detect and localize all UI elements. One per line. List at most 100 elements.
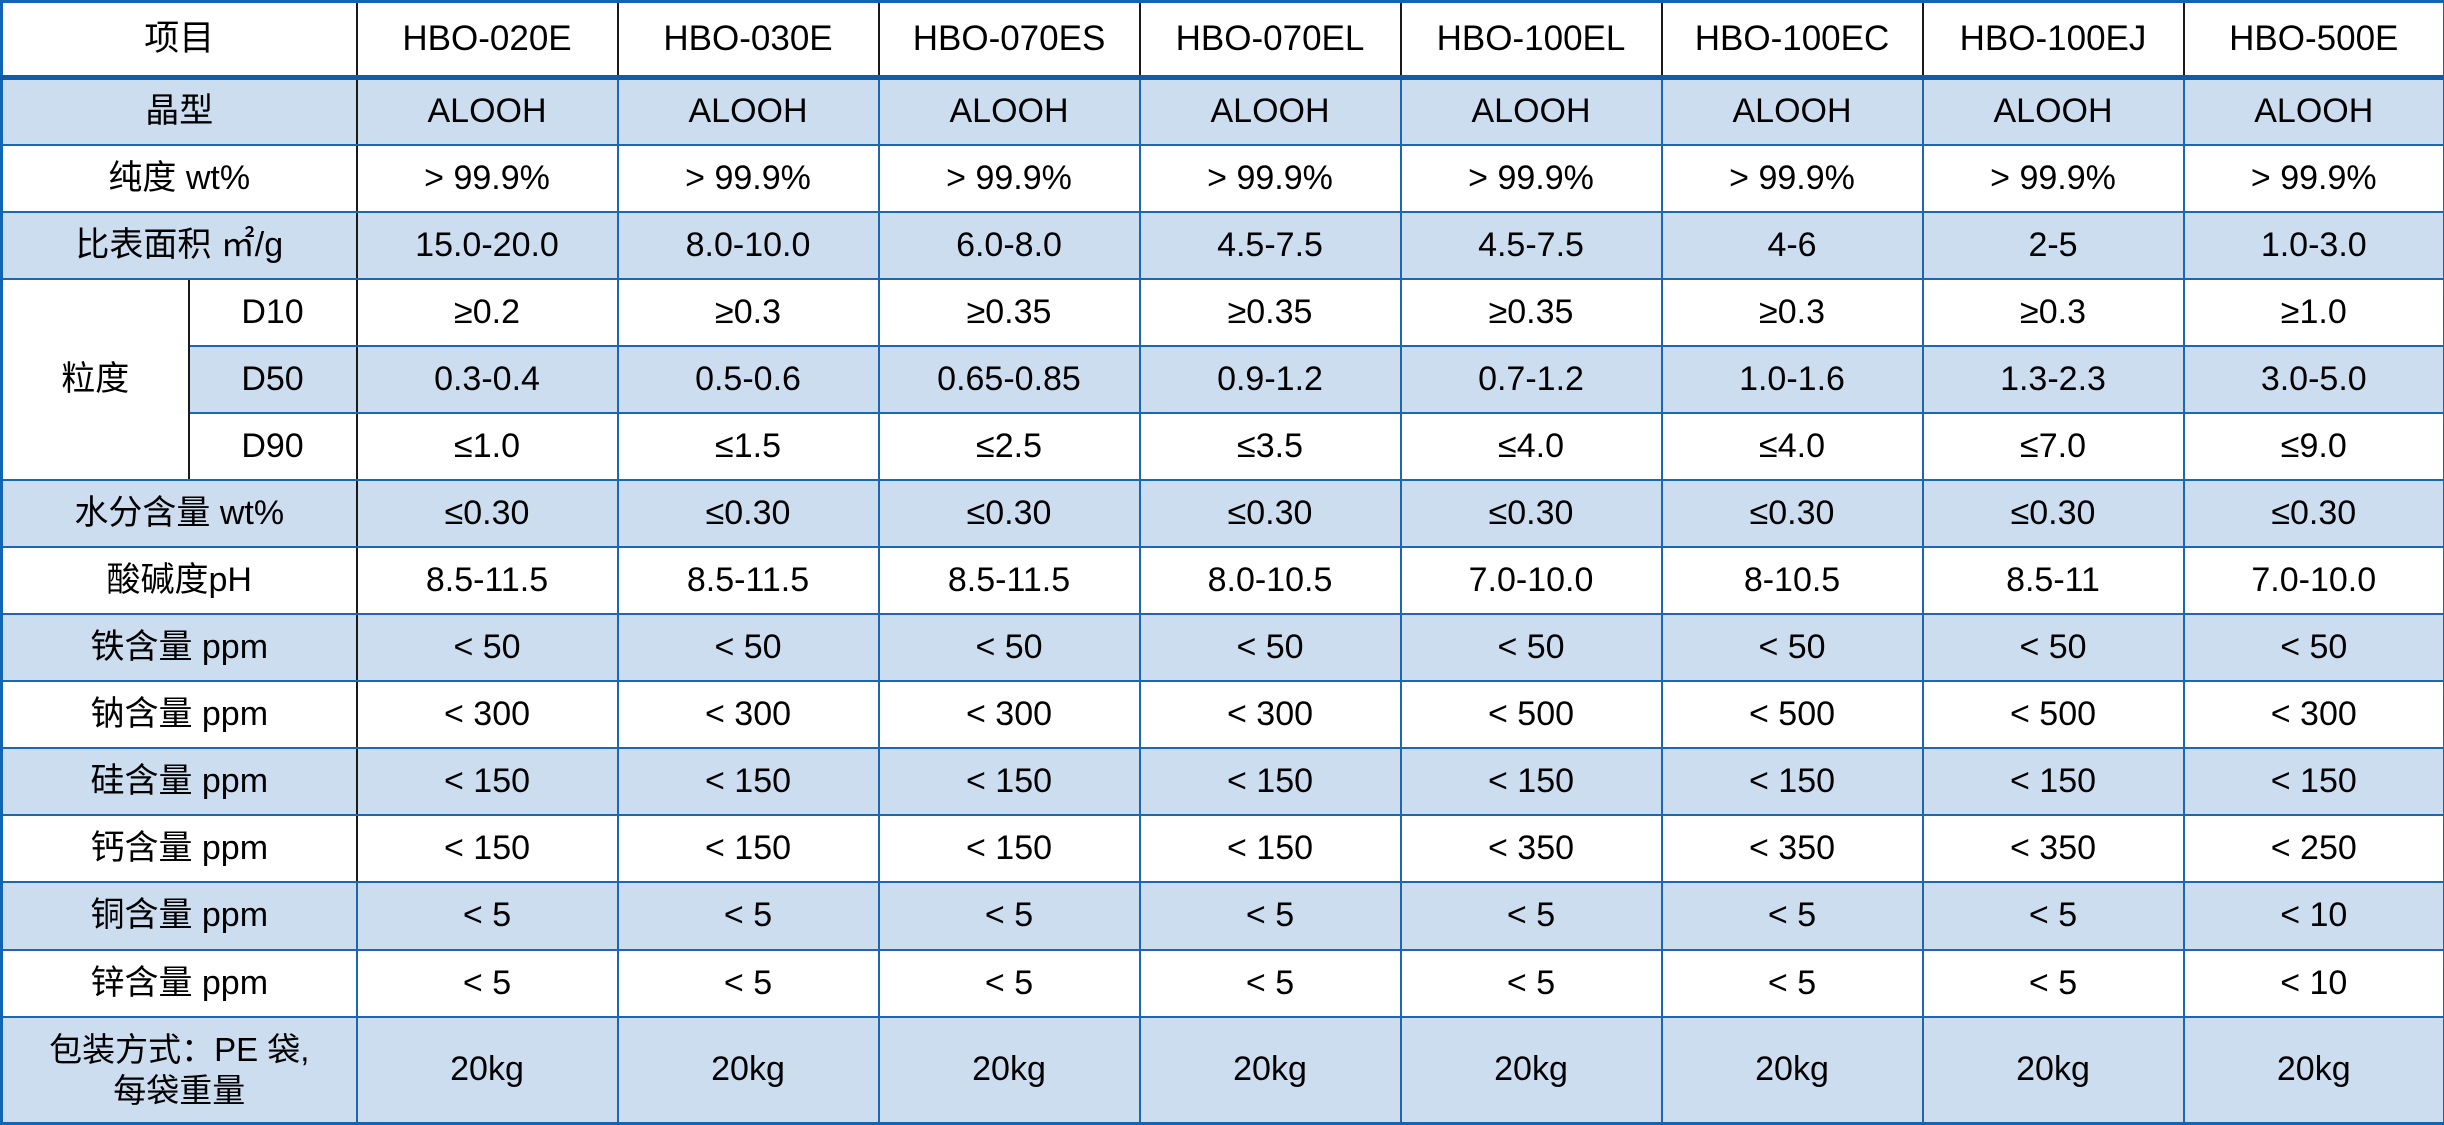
- value-cell: < 5: [616, 881, 880, 951]
- row-label: 硅含量 ppm: [0, 747, 358, 817]
- subrow-label: D50: [187, 344, 358, 414]
- value-cell: ≤1.0: [355, 411, 619, 481]
- table-row-purity: 纯度 wt% > 99.9% > 99.9% > 99.9% > 99.9% >…: [0, 143, 2444, 213]
- value-cell: ≥1.0: [2182, 277, 2444, 347]
- value-cell: < 5: [877, 948, 1141, 1018]
- table-row-copper: 铜含量 ppm < 5 < 5 < 5 < 5 < 5 < 5 < 5 < 10: [0, 881, 2444, 951]
- value-cell: ≤0.30: [877, 478, 1141, 549]
- value-cell: < 150: [1138, 814, 1402, 884]
- value-cell: < 150: [1138, 747, 1402, 817]
- value-cell: < 5: [1921, 881, 2185, 951]
- value-cell: < 5: [877, 881, 1141, 951]
- value-cell: < 150: [877, 747, 1141, 817]
- value-cell: 1.0-1.6: [1660, 344, 1924, 414]
- value-cell: < 50: [616, 613, 880, 683]
- value-cell: < 5: [1399, 948, 1663, 1018]
- value-cell: ALOOH: [1921, 76, 2185, 146]
- column-header: HBO-030E: [616, 0, 880, 80]
- value-cell: 20kg: [1399, 1015, 1663, 1125]
- value-cell: 2-5: [1921, 210, 2185, 280]
- value-cell: < 500: [1660, 680, 1924, 750]
- value-cell: 4.5-7.5: [1138, 210, 1402, 280]
- value-cell: ≥0.35: [877, 277, 1141, 347]
- value-cell: ≤3.5: [1138, 411, 1402, 481]
- value-cell: < 150: [1399, 747, 1663, 817]
- value-cell: 8.5-11.5: [877, 546, 1141, 616]
- value-cell: ≤0.30: [2182, 478, 2444, 549]
- value-cell: < 50: [355, 613, 619, 683]
- row-label: 锌含量 ppm: [0, 948, 358, 1018]
- value-cell: 4.5-7.5: [1399, 210, 1663, 280]
- value-cell: ≥0.35: [1138, 277, 1402, 347]
- row-label: 晶型: [0, 76, 358, 146]
- value-cell: 20kg: [877, 1015, 1141, 1125]
- value-cell: > 99.9%: [1138, 143, 1402, 213]
- value-cell: ≤0.30: [1399, 478, 1663, 549]
- value-cell: < 50: [877, 613, 1141, 683]
- value-cell: < 5: [1399, 881, 1663, 951]
- table-row-zinc: 锌含量 ppm < 5 < 5 < 5 < 5 < 5 < 5 < 5 < 10: [0, 948, 2444, 1018]
- value-cell: < 150: [2182, 747, 2444, 817]
- subrow-label: D10: [187, 277, 358, 347]
- value-cell: > 99.9%: [616, 143, 880, 213]
- value-cell: 20kg: [2182, 1015, 2444, 1125]
- column-header: HBO-500E: [2182, 0, 2444, 80]
- value-cell: 1.3-2.3: [1921, 344, 2185, 414]
- value-cell: < 150: [355, 747, 619, 817]
- value-cell: ≤0.30: [1138, 478, 1402, 549]
- value-cell: 1.0-3.0: [2182, 210, 2444, 280]
- value-cell: < 5: [355, 881, 619, 951]
- value-cell: < 5: [355, 948, 619, 1018]
- value-cell: < 5: [616, 948, 880, 1018]
- value-cell: ≥0.3: [1921, 277, 2185, 347]
- value-cell: 8.5-11: [1921, 546, 2185, 616]
- column-header: HBO-070EL: [1138, 0, 1402, 80]
- value-cell: ≥0.35: [1399, 277, 1663, 347]
- value-cell: < 350: [1399, 814, 1663, 884]
- value-cell: < 50: [1399, 613, 1663, 683]
- value-cell: ALOOH: [877, 76, 1141, 146]
- value-cell: 20kg: [1921, 1015, 2185, 1125]
- table-row-silicon: 硅含量 ppm < 150 < 150 < 150 < 150 < 150 < …: [0, 747, 2444, 817]
- value-cell: < 50: [1921, 613, 2185, 683]
- value-cell: ≥0.3: [616, 277, 880, 347]
- value-cell: < 300: [616, 680, 880, 750]
- value-cell: ≤1.5: [616, 411, 880, 481]
- value-cell: ≥0.3: [1660, 277, 1924, 347]
- value-cell: < 10: [2182, 881, 2444, 951]
- value-cell: > 99.9%: [877, 143, 1141, 213]
- value-cell: < 500: [1921, 680, 2185, 750]
- value-cell: 0.5-0.6: [616, 344, 880, 414]
- value-cell: 20kg: [616, 1015, 880, 1125]
- value-cell: ≤0.30: [1660, 478, 1924, 549]
- value-cell: < 350: [1660, 814, 1924, 884]
- value-cell: ≤2.5: [877, 411, 1141, 481]
- column-header: HBO-070ES: [877, 0, 1141, 80]
- value-cell: ≥0.2: [355, 277, 619, 347]
- value-cell: ALOOH: [2182, 76, 2444, 146]
- value-cell: 8.5-11.5: [616, 546, 880, 616]
- column-header: HBO-100EJ: [1921, 0, 2185, 80]
- value-cell: < 50: [1138, 613, 1402, 683]
- table-row-surface-area: 比表面积 ㎡/g 15.0-20.0 8.0-10.0 6.0-8.0 4.5-…: [0, 210, 2444, 280]
- column-header: HBO-100EL: [1399, 0, 1663, 80]
- column-header: HBO-020E: [355, 0, 619, 80]
- value-cell: 0.3-0.4: [355, 344, 619, 414]
- table-row-ph: 酸碱度pH 8.5-11.5 8.5-11.5 8.5-11.5 8.0-10.…: [0, 546, 2444, 616]
- column-header: HBO-100EC: [1660, 0, 1924, 80]
- value-cell: < 5: [1660, 948, 1924, 1018]
- value-cell: > 99.9%: [1921, 143, 2185, 213]
- packaging-label: 包装方式：PE 袋, 每袋重量: [0, 1015, 358, 1125]
- table-row-calcium: 钙含量 ppm < 150 < 150 < 150 < 150 < 350 < …: [0, 814, 2444, 884]
- value-cell: 8-10.5: [1660, 546, 1924, 616]
- value-cell: 3.0-5.0: [2182, 344, 2444, 414]
- value-cell: < 150: [616, 747, 880, 817]
- value-cell: < 300: [2182, 680, 2444, 750]
- value-cell: 20kg: [355, 1015, 619, 1125]
- table-row-d50: D50 0.3-0.4 0.5-0.6 0.65-0.85 0.9-1.2 0.…: [2, 344, 2444, 414]
- value-cell: < 50: [1660, 613, 1924, 683]
- value-cell: < 150: [616, 814, 880, 884]
- item-column-header: 项目: [0, 0, 358, 80]
- value-cell: ALOOH: [1138, 76, 1402, 146]
